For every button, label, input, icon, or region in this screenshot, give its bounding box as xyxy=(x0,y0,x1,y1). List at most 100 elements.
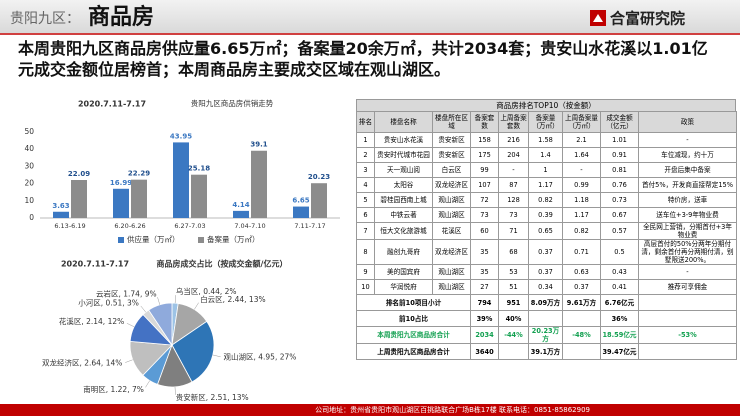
slice-label: 观山湖区, 4.95, 27% xyxy=(223,352,296,362)
cell: 2 xyxy=(356,147,375,163)
cell: 1.17 xyxy=(528,177,563,193)
column-header: 排名 xyxy=(356,111,375,133)
cell: 太阳谷 xyxy=(374,177,433,193)
cell: 观山湖区 xyxy=(432,192,471,208)
column-header: 楼盘所在区域 xyxy=(432,111,471,133)
x-tick-label: 7.11-7.17 xyxy=(294,222,325,230)
slice-label: 乌当区, 0.44, 2% xyxy=(176,286,237,296)
header-row: 排名 楼盘名称 楼盘所在区域 备案套数 上周备案套数 备案量（万㎡） 上周备案量（万㎡） 成交… xyxy=(356,111,737,133)
summary-row: 本周贵阳九区商品房合计 2034 -44% 20.23万方 -48% 18.59亿元 -53… xyxy=(356,326,737,344)
cell: 107 xyxy=(470,177,499,193)
cell: 0.82 xyxy=(528,192,563,208)
cell: 0.82 xyxy=(562,222,601,240)
bar xyxy=(71,180,87,218)
cell: 35 xyxy=(470,239,499,265)
cell: 2.1 xyxy=(562,132,601,148)
cell: 贵安新区 xyxy=(432,147,471,163)
cell: 美的国宾府 xyxy=(374,264,433,280)
cell: 双龙经济区 xyxy=(432,177,471,193)
cell: 1.4 xyxy=(528,147,563,163)
y-tick-label: 50 xyxy=(24,127,34,136)
cell: 观山湖区 xyxy=(432,279,471,295)
summary-cell: 39.47亿元 xyxy=(600,343,639,360)
value-label: 22.09 xyxy=(68,170,90,178)
cell: 花溪区 xyxy=(432,222,471,240)
cell: 推荐可享佣金 xyxy=(638,279,737,295)
value-label: 4.14 xyxy=(232,201,249,209)
summary-cell: 3640 xyxy=(470,343,499,360)
cell: 1.17 xyxy=(562,207,601,223)
table-row: 8 融创九哥府 双龙经济区 35 68 0.37 0.71 0.5 高层首付的50%分两年分期付… xyxy=(356,239,737,265)
value-label: 22.29 xyxy=(128,170,150,178)
cell: 73 xyxy=(498,207,529,223)
summary-cell: 36% xyxy=(600,310,639,327)
cell: 0.99 xyxy=(562,177,601,193)
summary-cell xyxy=(638,294,737,311)
footer: 公司地址：贵州省贵阳市观山湖区百挑路联合广场B栋17楼 联系电话：0851-85… xyxy=(0,404,740,416)
cell: 0.37 xyxy=(528,239,563,265)
summary-cell: -48% xyxy=(562,326,601,344)
cell: 128 xyxy=(498,192,529,208)
cell: 3 xyxy=(356,162,375,178)
cell: 开盘后集中备案 xyxy=(638,162,737,178)
summary-cell xyxy=(528,310,563,327)
cell: 中铁云著 xyxy=(374,207,433,223)
value-label: 25.18 xyxy=(188,165,210,173)
cell: 71 xyxy=(498,222,529,240)
table-row: 1 贵安山水花溪 贵安新区 158 216 1.58 2.1 1.01- xyxy=(356,132,737,148)
bar xyxy=(113,188,129,218)
cell: 观山湖区 xyxy=(432,264,471,280)
chart-title: 贵阳九区商品房供销走势 xyxy=(191,98,274,108)
slice-label: 花溪区, 2.14, 12% xyxy=(59,316,124,326)
cell: 0.76 xyxy=(600,177,639,193)
logo-text: 合富研究院 xyxy=(609,10,685,28)
chart-title-date: 2020.7.11-7.17 xyxy=(61,260,129,269)
cell: 0.65 xyxy=(528,222,563,240)
header-region: 贵阳九区： xyxy=(10,11,80,27)
cell: 特价房，送車 xyxy=(638,192,737,208)
cell: 1.58 xyxy=(528,132,563,148)
cell: 1.18 xyxy=(562,192,601,208)
value-label: 39.1 xyxy=(250,141,267,149)
cell: 0.37 xyxy=(528,264,563,280)
column-header: 备案套数 xyxy=(470,111,499,133)
cell: 6 xyxy=(356,207,375,223)
cell: 首付5%，开发商直接帮定15% xyxy=(638,177,737,193)
table-row: 4 太阳谷 双龙经济区 107 87 1.17 0.99 0.76 首付5%，开发商直接帮定15… xyxy=(356,177,737,193)
cell: 9 xyxy=(356,264,375,280)
slice-label: 小河区, 0.51, 3% xyxy=(78,299,139,308)
cell: 87 xyxy=(498,177,529,193)
bar xyxy=(191,174,207,218)
summary-cell: 40% xyxy=(498,310,529,327)
slice-label: 云岩区, 1.74, 9% xyxy=(96,288,157,298)
value-label: 16.99 xyxy=(110,179,132,187)
cell: 0.5 xyxy=(600,239,639,265)
cell: 0.81 xyxy=(600,162,639,178)
pie-slice xyxy=(148,302,173,347)
cell: 0.39 xyxy=(528,207,563,223)
logo-mark xyxy=(593,14,603,22)
cell: - xyxy=(638,264,737,280)
cell: 0.37 xyxy=(562,279,601,295)
table-row: 10 华润悦府 观山湖区 27 51 0.34 0.37 0.41 推荐可享佣金 xyxy=(356,279,737,295)
column-header: 备案量（万㎡） xyxy=(528,111,563,133)
summary-row: 前10占比 39% 40% 36% xyxy=(356,310,737,327)
summary-cell: 6.76亿元 xyxy=(600,294,639,311)
cell: 8 xyxy=(356,239,375,265)
bar xyxy=(131,179,147,218)
leader-line xyxy=(145,380,150,388)
y-tick-label: 40 xyxy=(24,144,34,153)
summary-cell xyxy=(638,343,737,360)
chart-title: 商品房成交占比（按成交金额/亿元） xyxy=(157,259,288,269)
cell: 72 xyxy=(470,192,499,208)
y-tick-label: 30 xyxy=(24,161,34,170)
summary-cell: 20.23万方 xyxy=(528,326,563,344)
cell: 60 xyxy=(470,222,499,240)
column-header: 政策 xyxy=(638,111,737,133)
leader-line xyxy=(174,386,176,395)
slice-label: 南明区, 1.22, 7% xyxy=(83,384,144,394)
summary-cell xyxy=(498,343,529,360)
legend-swatch xyxy=(198,237,204,243)
